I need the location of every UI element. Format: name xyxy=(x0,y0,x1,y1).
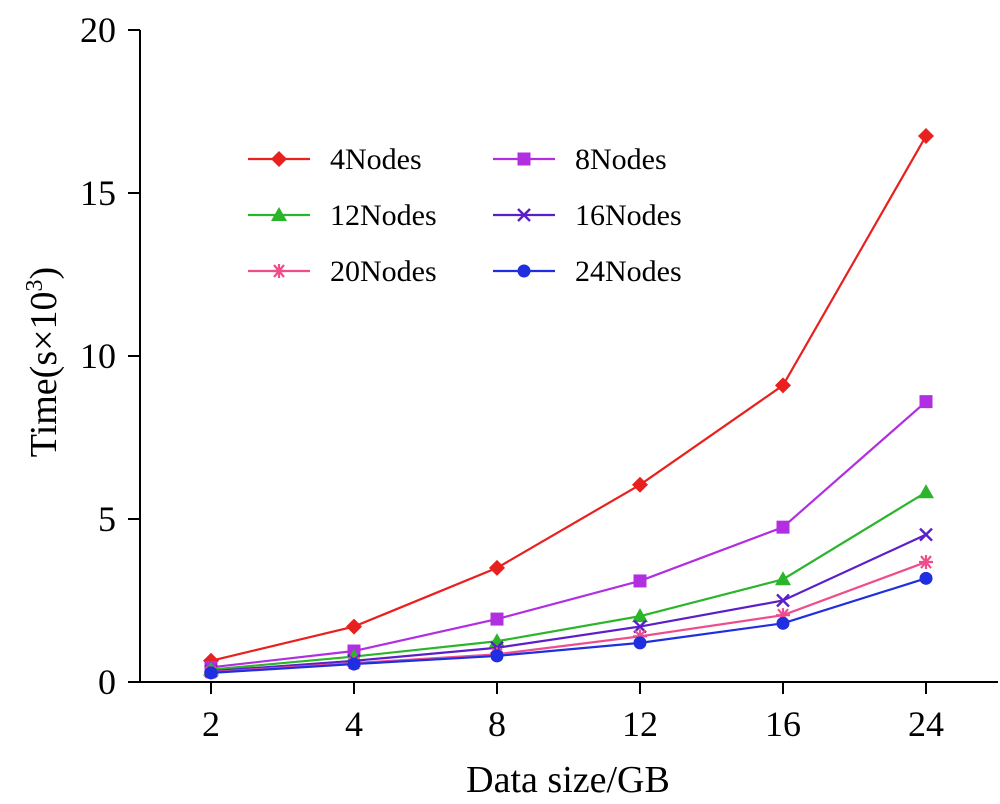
x-tick-label: 16 xyxy=(765,704,801,744)
data-point-8nodes xyxy=(490,612,504,626)
data-point-20nodes xyxy=(919,555,933,570)
data-point-24nodes xyxy=(776,616,790,630)
x-ticks: 2 4 8 12 16 24 xyxy=(202,682,944,744)
series-line-8nodes xyxy=(210,400,927,669)
data-point-20nodes xyxy=(633,629,647,644)
data-point-16nodes xyxy=(919,527,933,542)
data-point-4nodes xyxy=(489,559,505,576)
legend-marker xyxy=(517,208,531,222)
legend-label: 20Nodes xyxy=(330,255,437,288)
legend-label: 4Nodes xyxy=(330,143,422,176)
y-axis-title-main: Time(s×10 xyxy=(23,291,65,457)
data-point-24nodes xyxy=(204,666,218,680)
legend-label: 8Nodes xyxy=(575,143,667,176)
legend-item-24nodes: 24Nodes xyxy=(493,255,682,288)
y-tick-label: 0 xyxy=(98,662,116,702)
legend: 4Nodes 8Nodes 12Nodes 16Nodes 20Nodes 24Nodes xyxy=(248,143,682,288)
y-tick-label: 5 xyxy=(98,499,116,539)
x-tick-label: 24 xyxy=(908,704,944,744)
data-point-24nodes xyxy=(347,657,361,671)
legend-item-8nodes: 8Nodes xyxy=(493,143,667,176)
data-point-24nodes xyxy=(919,571,933,585)
data-point-16nodes xyxy=(776,593,790,608)
legend-item-20nodes: 20Nodes xyxy=(248,255,437,288)
series-line-24nodes xyxy=(210,577,927,674)
data-point-24nodes xyxy=(633,636,647,650)
data-point-20nodes xyxy=(776,608,790,623)
series-line-4nodes xyxy=(210,135,927,662)
series-line-12nodes xyxy=(210,491,927,671)
legend-marker xyxy=(271,207,287,221)
series-4nodes xyxy=(203,127,934,669)
data-point-4nodes xyxy=(775,377,791,394)
legend-marker xyxy=(517,152,531,166)
y-tick-label: 20 xyxy=(80,10,116,50)
data-point-12nodes xyxy=(918,484,934,499)
data-point-8nodes xyxy=(776,520,790,534)
series-12nodes xyxy=(203,484,934,676)
series-line-16nodes xyxy=(210,533,927,673)
legend-label: 12Nodes xyxy=(330,199,437,232)
series-layer xyxy=(203,127,934,680)
legend-item-4nodes: 4Nodes xyxy=(248,143,422,176)
x-tick-label: 8 xyxy=(488,704,506,744)
series-8nodes xyxy=(204,395,933,674)
data-point-12nodes xyxy=(632,608,648,623)
y-tick-label: 10 xyxy=(80,336,116,376)
x-tick-label: 12 xyxy=(622,704,658,744)
data-point-12nodes xyxy=(775,571,791,586)
legend-label: 16Nodes xyxy=(575,199,682,232)
y-axis-title: Time(s×103) xyxy=(22,267,65,457)
x-axis-title: Data size/GB xyxy=(466,759,670,801)
legend-label: 24Nodes xyxy=(575,255,682,288)
legend-marker xyxy=(272,264,286,278)
legend-item-16nodes: 16Nodes xyxy=(493,199,682,232)
x-tick-label: 4 xyxy=(345,704,363,744)
y-axis-title-close: ) xyxy=(23,267,65,280)
y-ticks: 0 5 10 15 20 xyxy=(80,10,140,702)
legend-marker xyxy=(517,264,531,278)
data-point-4nodes xyxy=(346,618,362,635)
y-tick-label: 15 xyxy=(80,173,116,213)
y-axis-title-superscript: 3 xyxy=(22,279,48,291)
data-point-8nodes xyxy=(633,574,647,588)
series-24nodes xyxy=(204,571,933,680)
legend-marker xyxy=(271,151,287,167)
data-point-8nodes xyxy=(919,395,933,409)
data-point-24nodes xyxy=(490,649,504,663)
data-point-4nodes xyxy=(632,476,648,493)
legend-item-12nodes: 12Nodes xyxy=(248,199,437,232)
data-point-4nodes xyxy=(918,127,934,144)
x-tick-label: 2 xyxy=(202,704,220,744)
